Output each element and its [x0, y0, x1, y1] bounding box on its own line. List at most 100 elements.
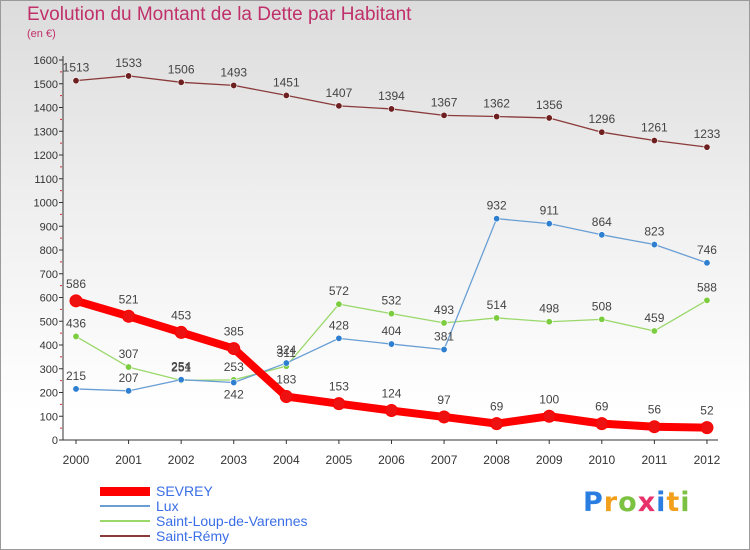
data-label: 514	[487, 298, 507, 312]
data-point	[545, 318, 553, 326]
data-point	[69, 294, 83, 308]
data-label: 1296	[588, 112, 615, 126]
data-point	[387, 310, 395, 318]
data-label: 1533	[115, 56, 142, 70]
data-point	[440, 111, 448, 119]
data-label: 307	[119, 347, 139, 361]
data-point	[703, 143, 711, 151]
legend-label: SEVREY	[156, 483, 213, 499]
y-tick-label: 600	[40, 293, 58, 305]
data-label: 215	[66, 369, 86, 383]
data-label: 453	[171, 308, 191, 322]
y-tick-label: 500	[40, 316, 58, 328]
data-point	[650, 137, 658, 145]
y-tick-label: 1400	[34, 103, 58, 115]
y-tick-label: 1100	[34, 174, 58, 186]
x-tick-label: 2008	[483, 453, 510, 467]
y-tick-label: 800	[40, 245, 58, 257]
chart-title: Evolution du Montant de la Dette par Hab…	[27, 4, 412, 25]
data-label: 436	[66, 316, 86, 330]
data-label: 69	[490, 400, 504, 414]
data-point	[440, 346, 448, 354]
data-point	[72, 332, 80, 340]
x-tick-label: 2000	[63, 453, 90, 467]
data-label: 311	[277, 346, 296, 360]
data-label: 183	[276, 373, 296, 387]
data-label: 1362	[483, 97, 510, 111]
data-point	[335, 300, 343, 308]
data-label: 381	[434, 330, 454, 344]
x-tick-label: 2009	[536, 453, 563, 467]
data-label: 521	[119, 292, 139, 306]
data-point	[493, 215, 501, 223]
data-label: 1513	[63, 61, 90, 75]
data-label: 459	[644, 311, 664, 325]
data-label: 572	[329, 284, 349, 298]
data-label: 508	[592, 299, 612, 313]
data-label: 124	[381, 387, 401, 401]
data-label: 932	[487, 199, 507, 213]
data-point	[703, 296, 711, 304]
legend-label: Saint-Rémy	[156, 528, 230, 544]
data-point	[335, 102, 343, 110]
data-label: 493	[434, 303, 454, 317]
y-tick-label: 100	[40, 411, 58, 423]
data-label: 1451	[273, 75, 300, 89]
data-point	[437, 410, 451, 424]
y-tick-label: 700	[40, 269, 58, 281]
x-tick-label: 2012	[694, 453, 721, 467]
x-tick-label: 2011	[641, 453, 667, 467]
data-point	[542, 409, 556, 423]
data-label: 1506	[168, 62, 195, 76]
data-label: 1367	[431, 95, 458, 109]
y-tick-label: 1200	[34, 150, 58, 162]
data-point	[72, 77, 80, 85]
legend-swatch	[100, 520, 150, 522]
y-tick-label: 1600	[34, 55, 58, 67]
data-point	[387, 105, 395, 113]
data-label: 153	[329, 380, 349, 394]
x-tick-label: 2003	[220, 453, 247, 467]
data-label: 69	[595, 400, 609, 414]
data-label: 324	[276, 343, 296, 357]
data-point	[282, 359, 290, 367]
data-label: 97	[437, 393, 451, 407]
data-point	[598, 128, 606, 136]
x-tick-label: 2004	[273, 453, 300, 467]
data-label: 911	[540, 204, 559, 218]
x-tick-label: 2001	[115, 453, 142, 467]
data-point	[493, 113, 501, 121]
data-point	[125, 363, 133, 371]
x-tick-label: 2002	[168, 453, 195, 467]
data-point	[177, 376, 185, 384]
data-point	[650, 241, 658, 249]
y-tick-label: 300	[40, 364, 58, 376]
data-label: 588	[697, 280, 717, 294]
data-label: 1493	[220, 65, 247, 79]
legend-label: Saint-Loup-de-Varennes	[156, 513, 308, 529]
data-label: 498	[539, 302, 559, 316]
data-point	[72, 385, 80, 393]
data-point	[227, 342, 241, 356]
data-label: 251	[171, 360, 191, 374]
data-point	[440, 319, 448, 327]
legend-label: Lux	[156, 498, 179, 514]
data-label: 242	[224, 388, 244, 402]
data-label: 428	[329, 318, 349, 332]
y-tick-label: 200	[40, 388, 58, 400]
legend-swatch	[100, 486, 150, 496]
chart-subtitle: (en €)	[27, 28, 56, 40]
data-point	[125, 387, 133, 395]
data-label: 385	[224, 325, 244, 339]
x-tick-label: 2007	[431, 453, 458, 467]
data-label: 404	[381, 324, 401, 338]
data-label: 207	[119, 371, 139, 385]
x-tick-label: 2006	[378, 453, 405, 467]
data-label: 864	[592, 215, 612, 229]
x-tick-label: 2010	[588, 453, 615, 467]
data-point	[282, 91, 290, 99]
legend-swatch	[100, 535, 150, 537]
data-point	[177, 78, 185, 86]
